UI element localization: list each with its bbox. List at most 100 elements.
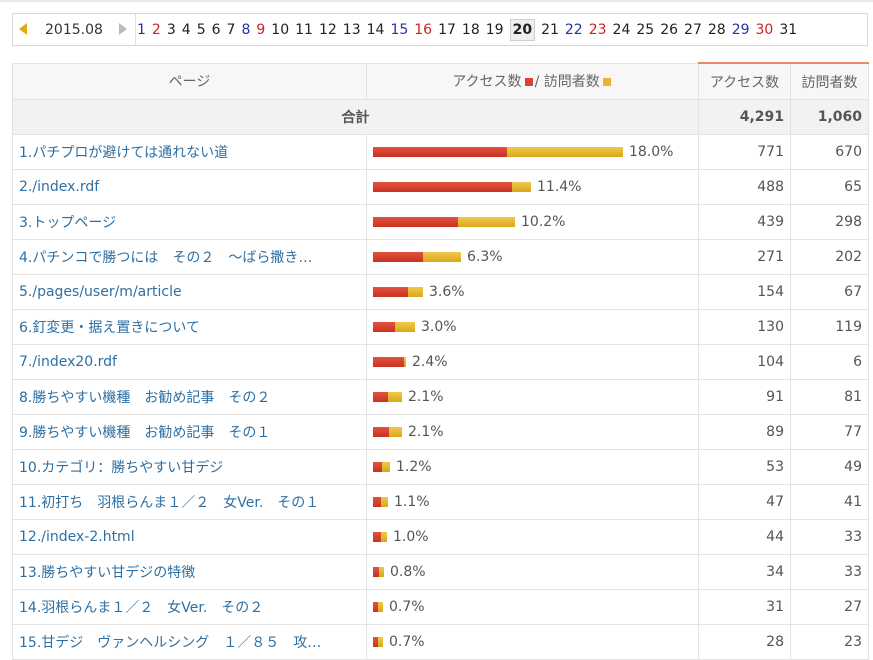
total-row: 合計 4,291 1,060: [12, 99, 869, 135]
page-link[interactable]: 12./index-2.html: [19, 529, 135, 545]
percentage: 0.7%: [389, 599, 425, 615]
page-link[interactable]: 8.勝ちやすい機種 お勧め記事 その２: [19, 390, 271, 406]
day-7[interactable]: 7: [226, 21, 236, 38]
access-count: 104: [698, 344, 791, 380]
visitor-count: 27: [790, 589, 869, 625]
date-navigator: 2015.08 1 2 3 4 5 6 7 8 9 10 11 12 13 14 15 16 17 18 19 20 2…: [12, 13, 868, 46]
page-link[interactable]: 15.甘デジ ヴァンヘルシング １／８５ 攻…: [19, 635, 322, 651]
access-count: 439: [698, 204, 791, 240]
table-header-row: ページ アクセス数 / 訪問者数 アクセス数 訪問者数: [12, 62, 869, 100]
day-3[interactable]: 3: [166, 21, 176, 38]
day-13[interactable]: 13: [342, 21, 361, 38]
day-27[interactable]: 27: [684, 21, 702, 38]
access-bar-segment: [373, 637, 378, 647]
page-link[interactable]: 3.トップページ: [19, 215, 117, 231]
visitor-bar-segment: [382, 462, 390, 472]
bar-cell: 0.7%: [366, 624, 699, 660]
header-visitors[interactable]: 訪問者数: [790, 62, 869, 100]
visitor-bar-segment: [404, 357, 406, 367]
day-4[interactable]: 4: [181, 21, 191, 38]
table-row: 14.羽根らんま１／２ 女Ver. その２ 0.7% 31 27: [12, 589, 869, 625]
day-31[interactable]: 31: [779, 21, 798, 38]
day-10[interactable]: 10: [271, 21, 290, 38]
page-link[interactable]: 14.羽根らんま１／２ 女Ver. その２: [19, 600, 264, 616]
day-21[interactable]: 21: [541, 21, 559, 38]
visitor-bar-segment: [408, 287, 423, 297]
visitor-count: 49: [790, 449, 869, 485]
page-cell: 1.パチプロが避けては通れない道: [12, 134, 367, 170]
day-28[interactable]: 28: [707, 21, 726, 38]
percentage: 2.1%: [408, 389, 444, 405]
day-30[interactable]: 30: [755, 21, 774, 38]
page-cell: 9.勝ちやすい機種 お勧め記事 その１: [12, 414, 367, 450]
next-month-arrow-icon[interactable]: [119, 23, 127, 35]
table-row: 11.初打ち 羽根らんま１／２ 女Ver. その１ 1.1% 47 41: [12, 484, 869, 520]
visitor-bar-segment: [423, 252, 461, 262]
day-11[interactable]: 11: [295, 21, 313, 38]
access-count: 771: [698, 134, 791, 170]
access-count: 53: [698, 449, 791, 485]
prev-month-arrow-icon[interactable]: [19, 23, 27, 35]
bar-cell: 0.7%: [366, 589, 699, 625]
percentage: 18.0%: [629, 144, 674, 160]
page-link[interactable]: 2./index.rdf: [19, 179, 100, 195]
day-16[interactable]: 16: [414, 21, 433, 38]
day-29[interactable]: 29: [731, 21, 750, 38]
access-bar-segment: [373, 532, 381, 542]
visitor-count: 119: [790, 309, 869, 345]
page-link[interactable]: 1.パチプロが避けては通れない道: [19, 145, 229, 161]
header-chart: アクセス数 / 訪問者数: [366, 62, 699, 100]
access-bar-segment: [373, 287, 408, 297]
page-cell: 4.パチンコで勝つには その２ ～ばら撒き…: [12, 239, 367, 275]
page-link[interactable]: 13.勝ちやすい甘デジの特徴: [19, 565, 196, 581]
page-cell: 5./pages/user/m/article: [12, 274, 367, 310]
day-20[interactable]: 20: [509, 18, 536, 41]
table-row: 2./index.rdf 11.4% 488 65: [12, 169, 869, 205]
day-15[interactable]: 15: [390, 21, 409, 38]
day-2[interactable]: 2: [151, 21, 161, 38]
page-link[interactable]: 10.カテゴリ：勝ちやすい甘デジ: [19, 460, 224, 476]
access-count: 44: [698, 519, 791, 555]
header-access[interactable]: アクセス数: [698, 62, 791, 100]
day-22[interactable]: 22: [564, 21, 583, 38]
page-link[interactable]: 5./pages/user/m/article: [19, 284, 182, 300]
page-cell: 7./index20.rdf: [12, 344, 367, 380]
day-23[interactable]: 23: [588, 21, 607, 38]
page-cell: 6.釘変更・据え置きについて: [12, 309, 367, 345]
day-8[interactable]: 8: [241, 21, 251, 38]
header-slash: /: [534, 74, 540, 91]
access-count: 34: [698, 554, 791, 590]
day-24[interactable]: 24: [612, 21, 631, 38]
access-count: 28: [698, 624, 791, 660]
day-26[interactable]: 26: [660, 21, 679, 38]
page-link[interactable]: 7./index20.rdf: [19, 354, 117, 370]
day-25[interactable]: 25: [636, 21, 655, 38]
day-18[interactable]: 18: [461, 21, 480, 38]
day-1[interactable]: 1: [137, 21, 146, 38]
top-divider: [0, 0, 873, 2]
page-link[interactable]: 6.釘変更・据え置きについて: [19, 320, 200, 336]
day-9[interactable]: 9: [256, 21, 266, 38]
page-link[interactable]: 9.勝ちやすい機種 お勧め記事 その１: [19, 425, 271, 441]
ratio-bar: [373, 252, 461, 262]
page-cell: 13.勝ちやすい甘デジの特徴: [12, 554, 367, 590]
access-bar-segment: [373, 567, 379, 577]
page-link[interactable]: 4.パチンコで勝つには その２ ～ばら撒き…: [19, 250, 313, 266]
bar-cell: 6.3%: [366, 239, 699, 275]
current-month: 2015.08: [45, 22, 103, 38]
access-ranking-table: ページ アクセス数 / 訪問者数 アクセス数 訪問者数 合計 4,291 1,06…: [12, 62, 869, 660]
day-6[interactable]: 6: [211, 21, 221, 38]
day-17[interactable]: 17: [438, 21, 456, 38]
day-14[interactable]: 14: [366, 21, 385, 38]
table-row: 5./pages/user/m/article 3.6% 154 67: [12, 274, 869, 310]
page-cell: 14.羽根らんま１／２ 女Ver. その２: [12, 589, 367, 625]
day-5[interactable]: 5: [196, 21, 206, 38]
day-list: 1 2 3 4 5 6 7 8 9 10 11 12 13 14 15 16 17 18 19 20 21 22 23 24 2…: [137, 14, 803, 45]
visitor-count: 670: [790, 134, 869, 170]
access-count: 47: [698, 484, 791, 520]
day-19[interactable]: 19: [485, 21, 504, 38]
percentage: 3.6%: [429, 284, 465, 300]
day-12[interactable]: 12: [318, 21, 337, 38]
page-link[interactable]: 11.初打ち 羽根らんま１／２ 女Ver. その１: [19, 495, 320, 511]
visitor-count: 67: [790, 274, 869, 310]
